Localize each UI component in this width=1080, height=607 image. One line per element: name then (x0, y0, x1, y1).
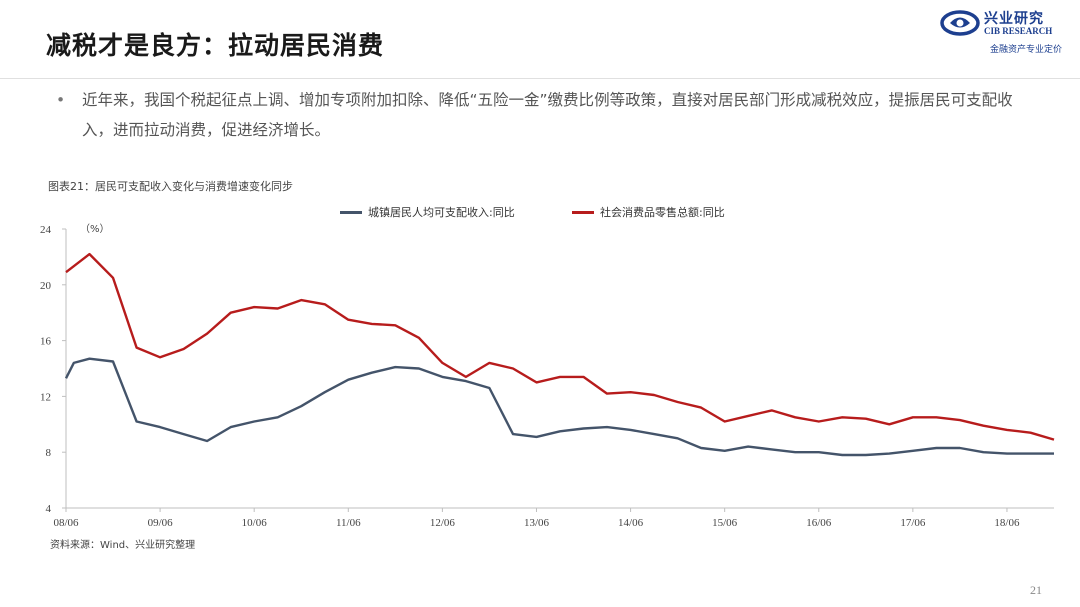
series-line-1 (65, 252, 1055, 441)
y-tick-label-4: 20 (40, 280, 52, 292)
bullet-icon: • (56, 91, 66, 109)
y-tick-label-3: 16 (40, 336, 52, 348)
y-tick-label-2: 12 (40, 391, 51, 403)
cib-logo: 兴业研究 CIB RESEARCH 金融资产专业定价 (940, 6, 1062, 55)
x-tick-label-7: 15/06 (712, 517, 738, 529)
legend-item-income: 城镇居民人均可支配收入:同比 (340, 204, 515, 220)
page-title: 减税才是良方：拉动居民消费 (46, 31, 385, 60)
logo-tagline: 金融资产专业定价 (989, 45, 1062, 55)
legend-label-retail: 社会消费品零售总额:同比 (600, 206, 725, 219)
bullet-text: 近年来，我国个税起征点上调、增加专项附加扣除、降低“五险一金”缴费比例等政策，直… (82, 91, 1013, 139)
y-tick-label-5: 24 (40, 224, 52, 236)
x-tick-label-2: 10/06 (242, 517, 268, 529)
x-tick-label-8: 16/06 (806, 517, 832, 529)
legend-swatch-income (340, 210, 362, 214)
x-tick-label-0: 08/06 (53, 517, 79, 529)
logo-name-en: CIB RESEARCH (984, 26, 1053, 36)
x-tick-label-3: 11/06 (336, 517, 361, 529)
y-tick-label-0: 4 (46, 503, 52, 515)
x-tick-label-10: 18/06 (994, 517, 1020, 529)
legend-label-income: 城镇居民人均可支配收入:同比 (368, 206, 515, 219)
x-tick-label-5: 13/06 (524, 517, 550, 529)
y-tick-label-1: 8 (46, 447, 52, 459)
legend-item-retail: 社会消费品零售总额:同比 (572, 204, 725, 220)
legend-swatch-retail (572, 210, 594, 214)
title-divider (0, 78, 1080, 79)
x-tick-label-6: 14/06 (618, 517, 644, 529)
x-tick-label-9: 17/06 (900, 517, 926, 529)
page-number: 21 (1030, 583, 1042, 597)
cib-logo-icon (940, 10, 980, 36)
series-line-0 (64, 357, 1054, 457)
bullet-paragraph: • 近年来，我国个税起征点上调、增加专项附加扣除、降低“五险一金”缴费比例等政策… (56, 85, 1016, 145)
x-tick-label-4: 12/06 (430, 517, 456, 529)
x-tick-label-1: 09/06 (148, 517, 174, 529)
y-unit-label: （%） (80, 223, 110, 235)
chart-caption: 图表21：居民可支配收入变化与消费增速变化同步 (48, 180, 293, 193)
source-note: 资料来源：Wind、兴业研究整理 (50, 540, 196, 551)
logo-name: 兴业研究 (984, 11, 1044, 27)
